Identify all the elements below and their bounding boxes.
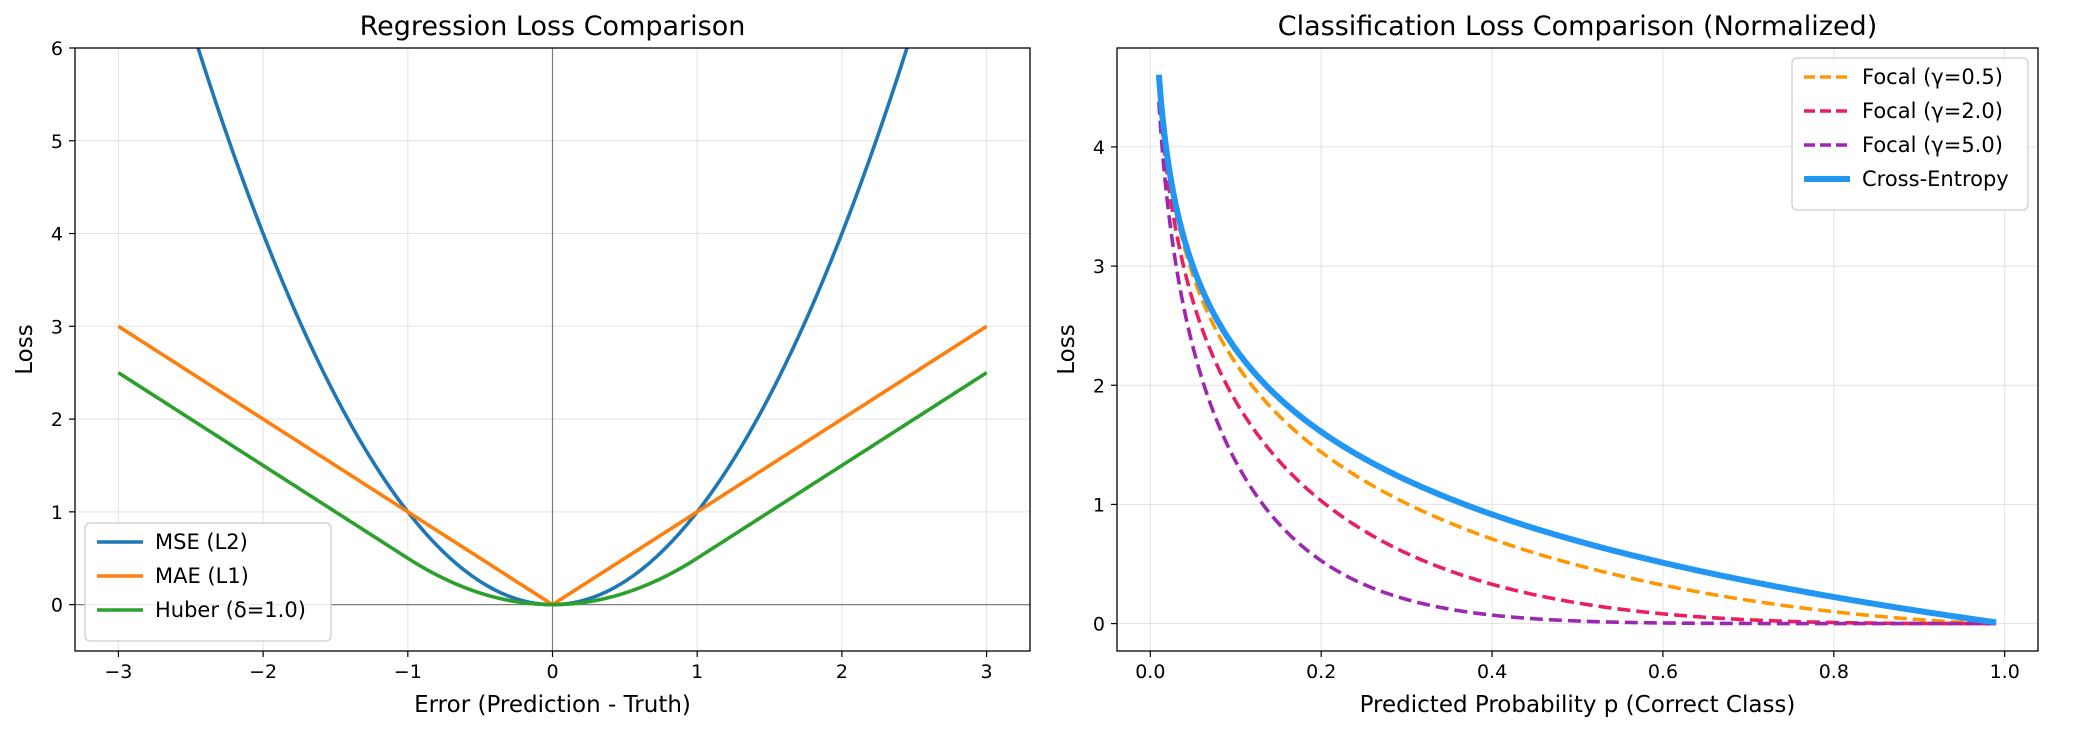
regression-xtick-label-4: 1 (691, 661, 703, 683)
regression-ytick-label-5: 5 (51, 131, 63, 153)
classification-xtick-label-4: 0.8 (1819, 661, 1849, 683)
regression-series-line-2 (117, 371, 988, 607)
regression-xtick-label-2: −1 (394, 661, 422, 683)
regression-ytick-label-4: 4 (51, 224, 63, 246)
regression-xtick-label-5: 2 (836, 661, 848, 683)
classification-ytick-label-4: 4 (1093, 137, 1105, 159)
classification-series-line-0 (1157, 77, 1997, 626)
regression-xtick-label-3: 0 (546, 661, 558, 683)
classification-legend-label-1: Focal (γ=2.0) (1862, 99, 2003, 123)
classification-series-layer (1155, 74, 1998, 626)
classification-ytick-label-2: 2 (1093, 375, 1105, 397)
classification-chart-title: Classification Loss Comparison (Normaliz… (1278, 11, 1877, 42)
classification-ytick-label-3: 3 (1093, 256, 1105, 278)
classification-x-axis-label: Predicted Probability p (Correct Class) (1360, 692, 1796, 718)
regression-ytick-label-0: 0 (51, 595, 63, 617)
regression-series-layer (117, 48, 988, 607)
regression-ytick-label-1: 1 (51, 502, 63, 524)
regression-xtick-label-0: −3 (104, 661, 132, 683)
classification-xtick-label-5: 1.0 (1990, 661, 2020, 683)
regression-legend-label-1: MAE (L1) (155, 564, 249, 588)
classification-legend-label-3: Cross-Entropy (1862, 167, 2009, 191)
classification-legend-label-2: Focal (γ=5.0) (1862, 133, 2003, 157)
regression-y-axis-label: Loss (12, 324, 38, 374)
regression-legend-label-0: MSE (L2) (155, 530, 248, 554)
classification-plot-frame (1116, 47, 2039, 652)
classification-series-line-3 (1155, 74, 1998, 626)
classification-legend-label-0: Focal (γ=0.5) (1862, 65, 2003, 89)
regression-ytick-label-6: 6 (51, 38, 63, 60)
classification-y-axis-label: Loss (1054, 324, 1080, 374)
regression-xtick-label-6: 3 (981, 661, 993, 683)
regression-x-axis-label: Error (Prediction - Truth) (414, 692, 691, 718)
classification-xtick-label-0: 0.0 (1135, 661, 1165, 683)
regression-legend-box (84, 522, 332, 642)
regression-legend-label-2: Huber (δ=1.0) (155, 598, 306, 622)
classification-xtick-label-3: 0.6 (1648, 661, 1678, 683)
classification-chart: 0.0 0.2 0.4 0.6 0.8 1.0 0 1 2 3 4 Classification Lo… (1054, 11, 2039, 718)
classification-xtick-label-2: 0.4 (1477, 661, 1507, 683)
regression-xtick-label-1: −2 (249, 661, 277, 683)
classification-legend-box (1791, 57, 2029, 211)
regression-ytick-label-2: 2 (51, 409, 63, 431)
regression-chart-title: Regression Loss Comparison (360, 11, 746, 42)
classification-ytick-label-0: 0 (1093, 614, 1105, 636)
regression-ytick-label-3: 3 (51, 316, 63, 338)
classification-xtick-label-1: 0.2 (1306, 661, 1336, 683)
regression-chart: −3 −2 −1 0 1 2 3 0 1 2 3 4 5 6 Regression Loss Compari… (12, 11, 1031, 718)
classification-series-line-2 (1157, 101, 1997, 626)
classification-ytick-label-1: 1 (1093, 494, 1105, 516)
